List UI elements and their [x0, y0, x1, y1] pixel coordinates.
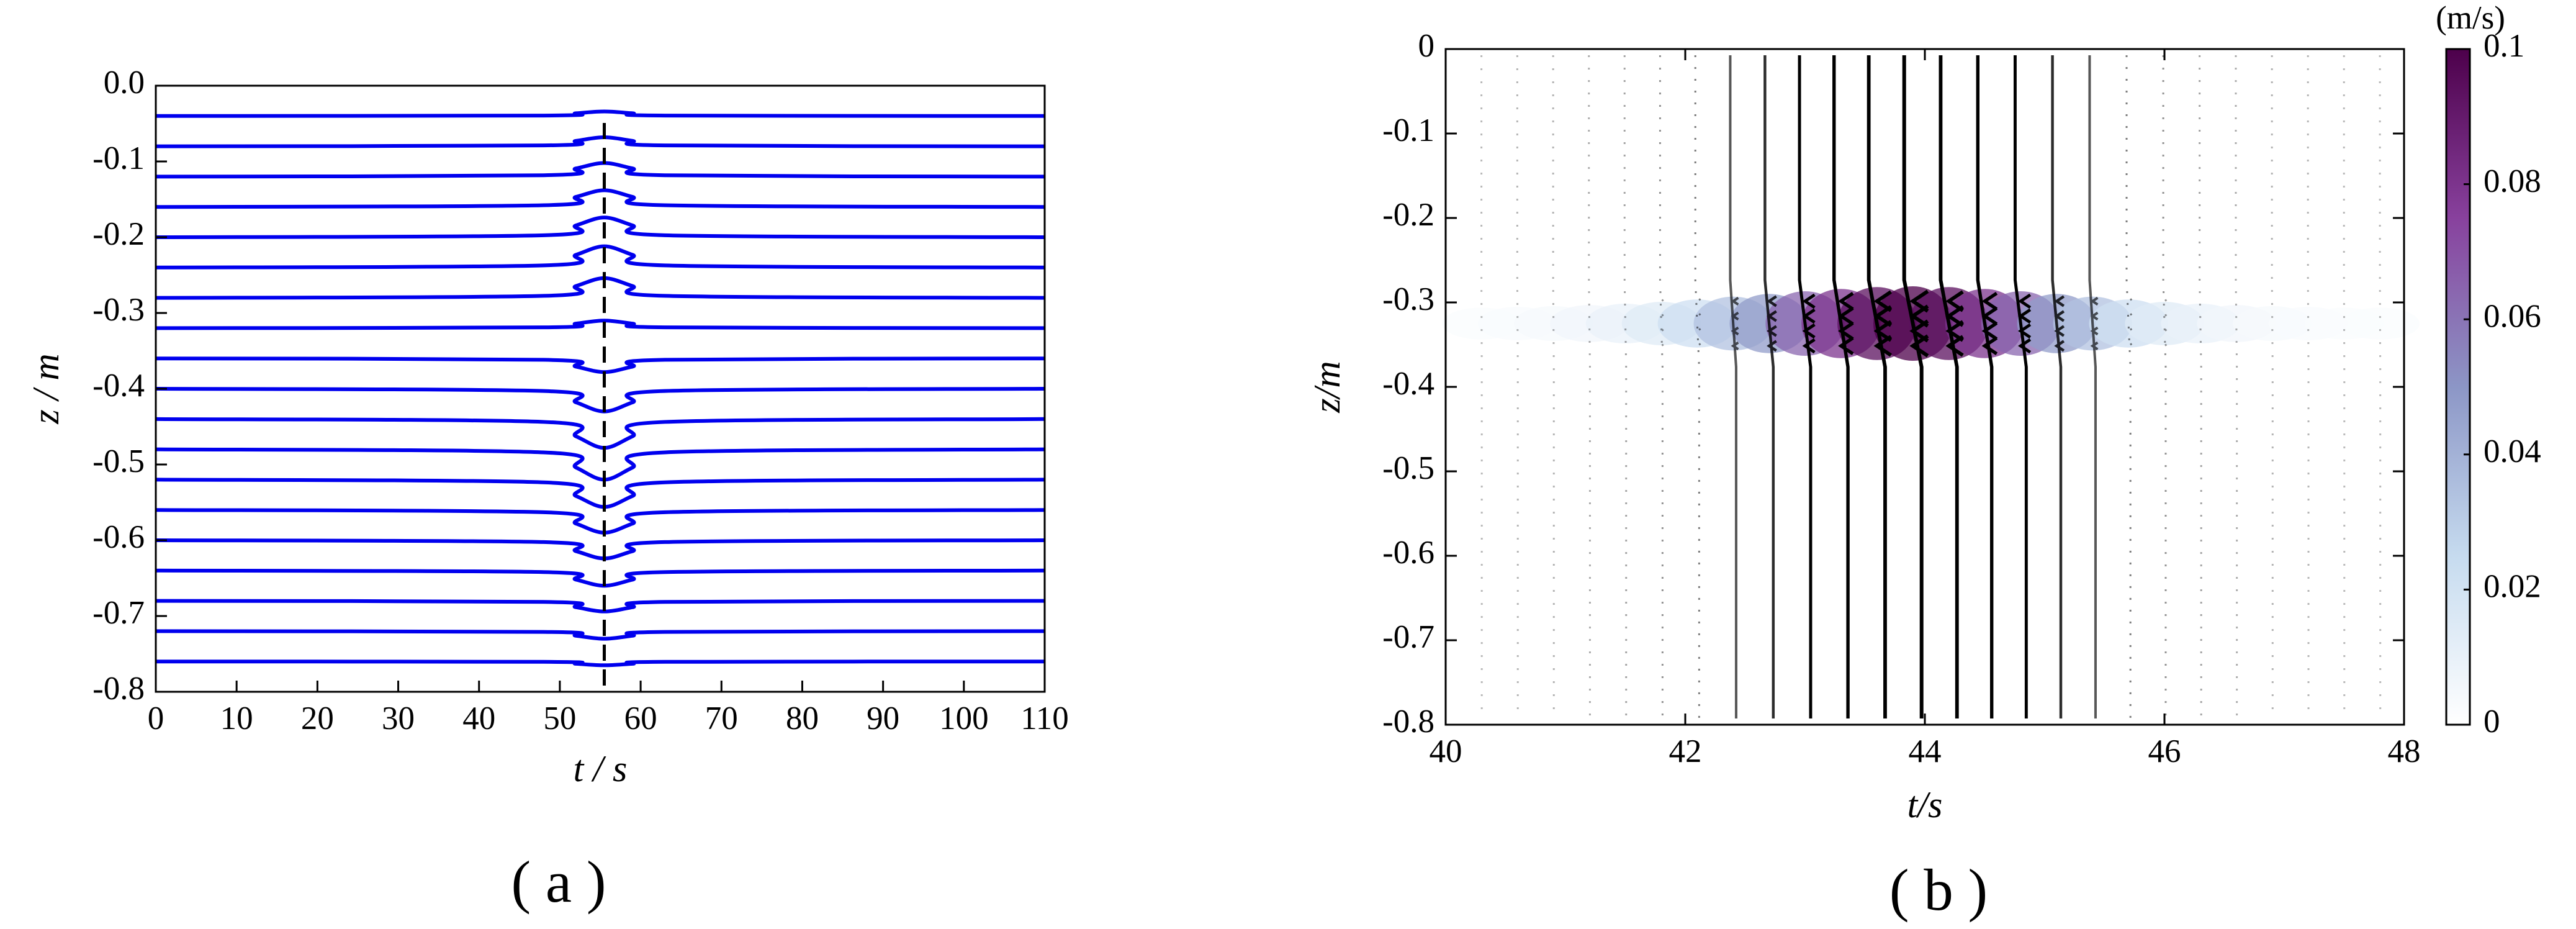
velocity-column	[1976, 55, 1998, 718]
velocity-column	[1763, 55, 1777, 718]
colorbar-tick-label: 0.1	[2484, 28, 2524, 64]
velocity-column	[2199, 55, 2202, 718]
isopycnal-line	[155, 447, 1045, 482]
y-tick-label: -0.5	[1382, 450, 1434, 486]
x-tick-label: 110	[1020, 700, 1069, 736]
colorbar-tick-label: 0	[2484, 704, 2500, 740]
velocity-column	[1798, 55, 1816, 718]
x-axis-title: t / s	[574, 748, 628, 789]
x-tick-label: 80	[786, 700, 819, 736]
colorbar	[2445, 48, 2471, 726]
y-tick-label: -0.7	[92, 595, 145, 631]
panel-label: ( a )	[511, 849, 606, 915]
isopycnal-line	[155, 188, 1045, 209]
speed-patch	[2340, 307, 2420, 340]
x-tick-label: 40	[462, 700, 495, 736]
isopycnal-line	[155, 356, 1045, 374]
isopycnal-line	[155, 109, 1045, 118]
y-tick-label: -0.6	[92, 519, 145, 555]
x-axis-title: t/s	[1907, 784, 1943, 825]
isopycnal-line	[155, 276, 1045, 300]
isopycnal-line	[155, 244, 1045, 270]
y-axis-title: z/m	[1307, 361, 1348, 413]
y-tick-label: 0.0	[104, 65, 145, 101]
velocity-column	[1832, 55, 1854, 718]
x-tick-label: 60	[624, 700, 657, 736]
plot-frame	[1444, 48, 2405, 726]
x-tick-label: 100	[939, 700, 989, 736]
colorbar-tick-label: 0.06	[2484, 298, 2541, 334]
isopycnal-line	[155, 135, 1045, 148]
colorbar-tick-label: 0.02	[2484, 569, 2541, 605]
velocity-column	[2125, 55, 2133, 718]
x-tick-label: 40	[1430, 733, 1462, 769]
y-tick-label: -0.4	[92, 368, 145, 404]
x-tick-label: 50	[543, 700, 576, 736]
y-tick-label: -0.3	[92, 292, 145, 328]
velocity-column	[2162, 55, 2168, 718]
colorbar-title: (m/s)	[2436, 0, 2505, 36]
velocity-column	[1694, 55, 1701, 718]
y-tick-label: -0.6	[1382, 535, 1434, 571]
velocity-column	[2013, 55, 2032, 718]
y-tick-label: -0.2	[1382, 197, 1434, 233]
x-tick-label: 20	[301, 700, 334, 736]
velocity-column	[1729, 55, 1739, 718]
y-tick-label: -0.2	[92, 216, 145, 252]
y-tick-label: -0.7	[1382, 619, 1434, 655]
isopycnal-line	[155, 417, 1045, 450]
velocity-column	[1939, 55, 1964, 718]
isopycnal-line	[155, 659, 1045, 668]
velocity-column	[1867, 55, 1892, 718]
isopycnal-line	[155, 478, 1045, 509]
x-tick-label: 90	[867, 700, 899, 736]
velocity-column	[2088, 55, 2099, 718]
y-tick-label: 0	[1418, 28, 1435, 64]
velocity-column	[2051, 55, 2065, 718]
isopycnal-line	[155, 599, 1045, 614]
panel-label: ( b )	[1889, 857, 1988, 923]
isopycnal-line	[155, 387, 1045, 414]
velocity-column	[2235, 55, 2238, 718]
y-tick-label: -0.4	[1382, 366, 1434, 402]
plot-frame	[155, 84, 1046, 693]
velocity-column	[1588, 55, 1591, 718]
y-tick-label: -0.3	[1382, 281, 1434, 317]
isopycnal-line	[155, 538, 1045, 561]
velocity-column	[1516, 55, 1519, 718]
x-tick-label: 30	[382, 700, 415, 736]
y-tick-label: -0.1	[1382, 112, 1434, 148]
y-tick-label: -0.8	[92, 671, 145, 707]
isopycnal-line	[155, 319, 1045, 330]
x-tick-label: 48	[2388, 733, 2421, 769]
isopycnal-line	[155, 161, 1045, 179]
velocity-column	[1552, 55, 1555, 718]
isopycnal-line	[155, 629, 1045, 641]
velocity-column	[1623, 55, 1628, 718]
isopycnal-line	[155, 568, 1045, 588]
y-tick-label: -0.5	[92, 443, 145, 479]
isopycnal-line	[155, 508, 1045, 535]
y-axis-title: z / m	[25, 353, 66, 424]
velocity-column	[1902, 55, 1929, 718]
x-tick-label: 42	[1669, 733, 1702, 769]
isopycnal-line	[155, 215, 1045, 239]
x-tick-label: 70	[705, 700, 738, 736]
x-tick-label: 10	[220, 700, 253, 736]
x-tick-label: 46	[2148, 733, 2181, 769]
colorbar-tick-label: 0.04	[2484, 433, 2541, 469]
y-tick-label: -0.8	[1382, 704, 1434, 740]
x-tick-label: 0	[148, 700, 164, 736]
colorbar-tick-label: 0.08	[2484, 163, 2541, 199]
y-tick-label: -0.1	[92, 140, 145, 176]
velocity-column	[1659, 55, 1664, 718]
x-tick-label: 44	[1909, 733, 1942, 769]
